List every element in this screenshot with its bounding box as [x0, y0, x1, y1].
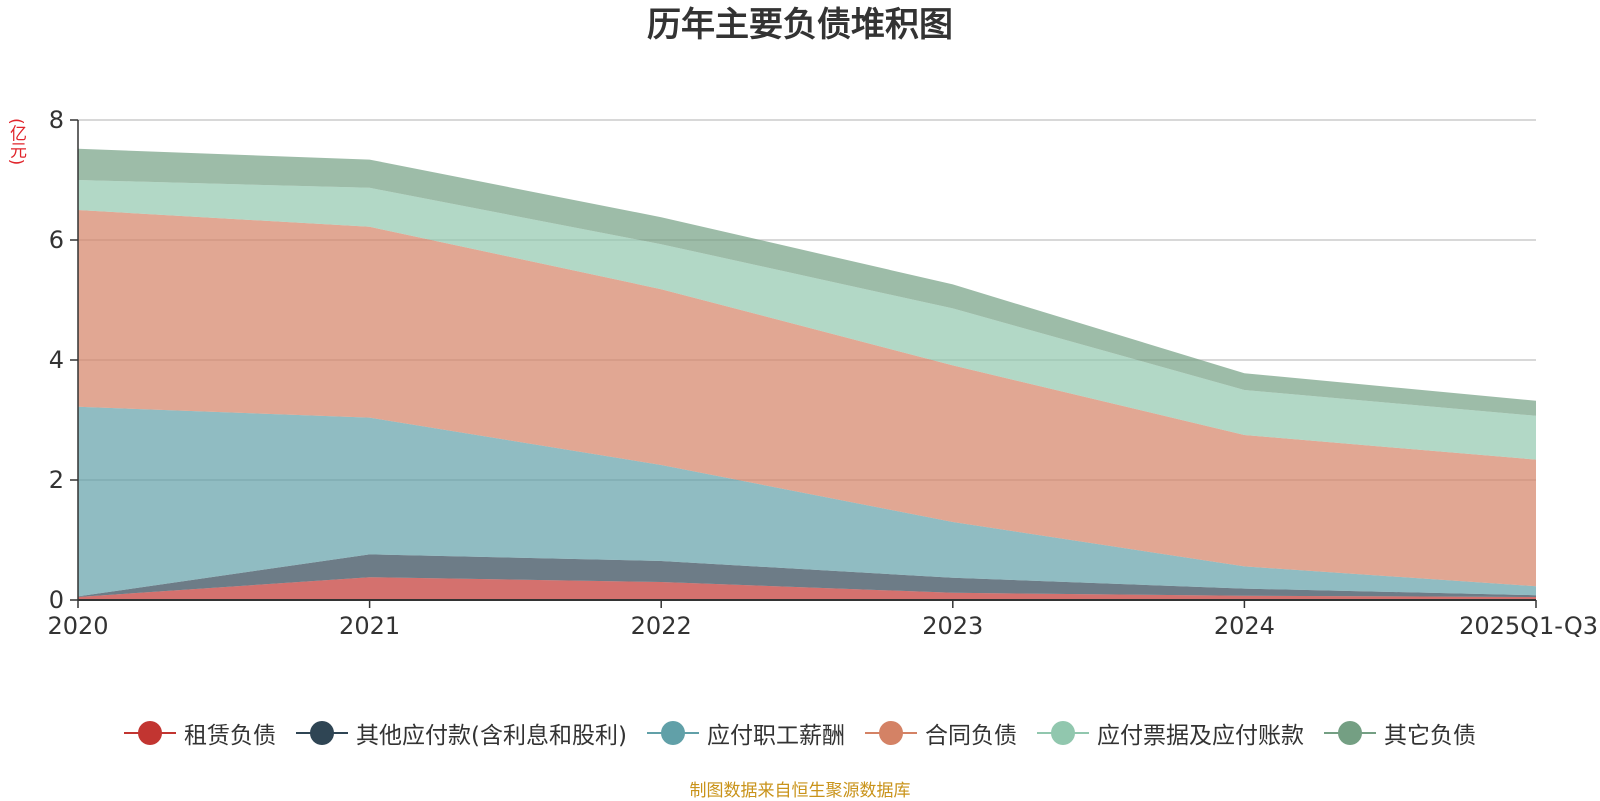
area-series-5	[78, 148, 1536, 416]
legend-marker-icon	[296, 716, 349, 750]
y-tick-label: 4	[49, 346, 64, 374]
area-series-3	[78, 210, 1536, 587]
axes	[70, 119, 1537, 608]
legend-marker-icon	[864, 716, 917, 750]
y-axis-unit-label: (亿元)	[6, 118, 26, 166]
legend-label: 其它负债	[1383, 723, 1476, 749]
x-tick-label: 2021	[339, 612, 400, 640]
x-tick-label: 2024	[1214, 612, 1275, 640]
area-series-4	[78, 180, 1536, 460]
y-tick-label: 6	[49, 226, 64, 254]
source-note: 制图数据来自恒生聚源数据库	[689, 781, 911, 801]
legend-marker-icon	[124, 716, 177, 750]
legend-marker-icon	[1036, 716, 1089, 750]
y-tick-label: 8	[49, 106, 64, 134]
legend-item-0[interactable]: 租赁负债	[124, 716, 276, 750]
legend-item-1[interactable]: 其他应付款(含利息和股利)	[296, 716, 627, 750]
legend-label: 合同负债	[924, 723, 1017, 749]
x-tick-label: 2020	[47, 612, 108, 640]
legend: 租赁负债 其他应付款(含利息和股利) 应付职工薪酬 合同负债 应付票据及应付账款 其它负债	[0, 716, 1600, 750]
stacked-area-chart: 0 2 4 6 8 2020 2021 2022 2023 2024 2025Q1-Q3	[47, 106, 1598, 640]
x-tick-label: 2025Q1-Q3	[1459, 612, 1598, 640]
y-tick-label: 0	[49, 586, 64, 614]
chart-title: 历年主要负债堆积图	[647, 5, 953, 45]
legend-item-5[interactable]: 其它负债	[1323, 716, 1476, 750]
legend-label: 应付职工薪酬	[706, 723, 845, 749]
legend-label: 应付票据及应付账款	[1096, 723, 1304, 749]
legend-marker-icon	[646, 716, 699, 750]
tick-labels: 0 2 4 6 8 2020 2021 2022 2023 2024 2025Q1-Q3	[47, 106, 1598, 640]
legend-item-3[interactable]: 合同负债	[864, 716, 1017, 750]
legend-marker-icon	[1323, 716, 1376, 750]
area-series-layer	[78, 148, 1536, 600]
legend-item-4[interactable]: 应付票据及应付账款	[1036, 716, 1304, 750]
legend-label: 其他应付款(含利息和股利)	[356, 723, 627, 749]
area-series-1	[78, 554, 1536, 597]
area-series-0	[78, 577, 1536, 600]
y-tick-label: 2	[49, 466, 64, 494]
legend-label: 租赁负债	[184, 723, 277, 749]
x-tick-label: 2022	[631, 612, 692, 640]
area-series-2	[78, 406, 1536, 597]
legend-item-2[interactable]: 应付职工薪酬	[646, 716, 845, 750]
x-tick-label: 2023	[922, 612, 983, 640]
